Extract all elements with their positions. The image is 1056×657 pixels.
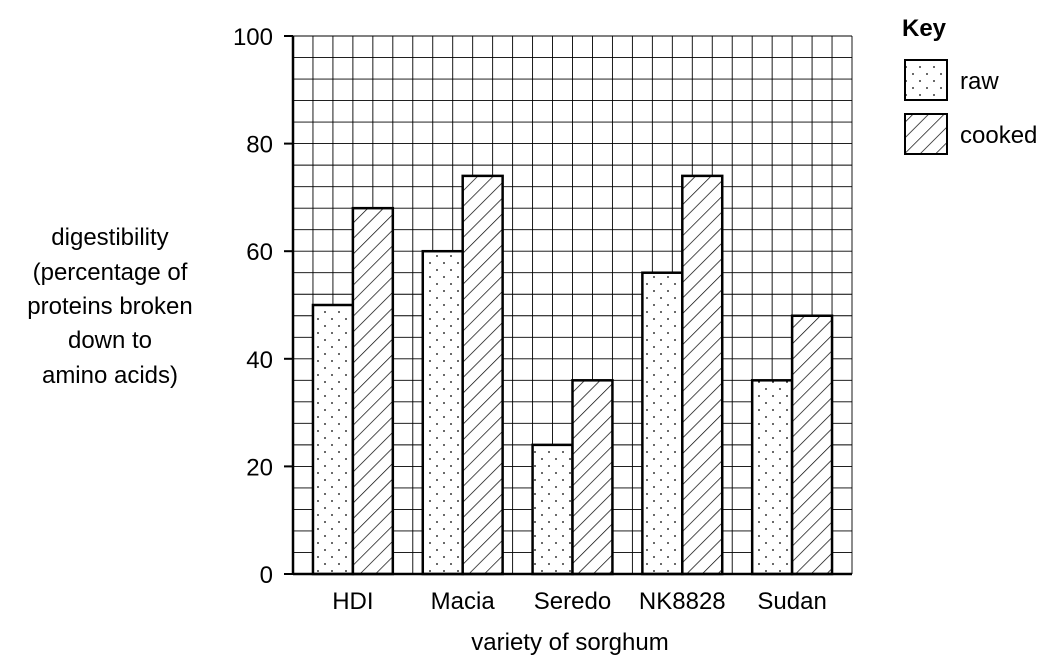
- bar-raw-NK8828: [641, 271, 684, 576]
- x-tick-label: Sudan: [757, 588, 826, 615]
- bar-raw-Seredo: [531, 443, 574, 576]
- y-axis-title-line: proteins broken: [27, 293, 192, 320]
- y-tick-label: 60: [246, 239, 273, 266]
- y-tick-label: 0: [260, 562, 273, 589]
- y-tick-label: 40: [246, 347, 273, 374]
- y-axis-title: digestibility (percentage of proteins br…: [27, 224, 192, 389]
- bar-raw-Sudan: [750, 379, 794, 576]
- x-tick-label: HDI: [332, 588, 373, 615]
- bar-raw-Macia: [421, 249, 464, 576]
- x-tick-labels: HDI Macia Seredo NK8828 Sudan: [332, 588, 827, 615]
- legend: Key raw cooked: [902, 15, 1037, 155]
- legend-swatch-raw: [904, 59, 948, 101]
- x-axis-title: variety of sorghum: [471, 629, 668, 656]
- bar-cooked-NK8828: [681, 174, 724, 576]
- bar-cooked-HDI: [351, 206, 395, 576]
- bar-cooked-Macia: [461, 174, 504, 576]
- legend-label-cooked: cooked: [960, 122, 1037, 149]
- bar-cooked-Seredo: [571, 379, 614, 576]
- y-tick-label: 100: [233, 24, 273, 51]
- y-tick-label: 80: [246, 132, 273, 159]
- legend-label-raw: raw: [960, 68, 999, 95]
- x-tick-label: Macia: [431, 588, 496, 615]
- x-tick-label: NK8828: [639, 588, 726, 615]
- y-tick-label: 20: [246, 454, 273, 481]
- y-axis-title-line: digestibility: [51, 224, 168, 251]
- bar-raw-HDI: [311, 303, 355, 576]
- bar-cooked-Sudan: [790, 314, 834, 576]
- y-axis-title-line: amino acids): [42, 362, 178, 389]
- y-axis-title-line: (percentage of: [33, 259, 188, 286]
- x-tick-label: Seredo: [534, 588, 611, 615]
- axes: [291, 36, 852, 576]
- legend-swatch-cooked: [904, 113, 948, 155]
- y-tick-labels: 0 20 40 60 80 100: [233, 24, 293, 589]
- y-axis-title-line: down to: [68, 327, 152, 354]
- legend-title: Key: [902, 15, 947, 42]
- bars: [311, 174, 834, 576]
